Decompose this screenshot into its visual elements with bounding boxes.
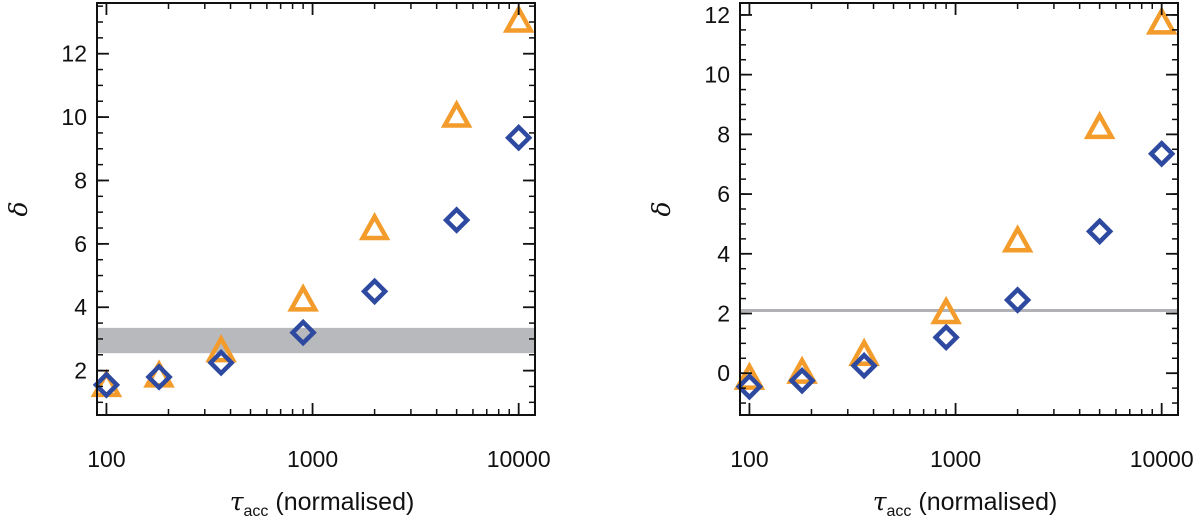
left-panel: 100 1000 10000 2 4 6 8 10 12 τacc (normalised) δ [4, 2, 551, 520]
diamond-point [504, 124, 533, 152]
y-axis-label: δ [4, 201, 33, 216]
diamond-point [289, 318, 317, 347]
x-tick-label: 10000 [487, 446, 551, 472]
triangle-point [733, 361, 766, 390]
diamond-point [1003, 286, 1032, 314]
right-panel: 100 1000 10000 0 2 4 6 8 10 12 τacc (normalised) δ [647, 2, 1194, 520]
y-tick-label: 6 [717, 181, 730, 207]
plot-frame [96, 2, 536, 416]
x-tick-label: 100 [87, 446, 125, 472]
x-axis-label-text: (normalised) [268, 488, 414, 516]
diamond-point [1147, 140, 1176, 168]
x-axis-label: τacc (normalised) [230, 487, 415, 520]
y-tick-label: 6 [74, 231, 87, 257]
triangle-point [205, 333, 237, 363]
triangle-point [502, 4, 535, 33]
y-tick-label: 12 [61, 41, 87, 67]
triangle-point [1083, 110, 1116, 140]
x-axis-label-subscript: acc [887, 503, 912, 520]
x-tick-label: 1000 [287, 446, 338, 472]
x-axis-label-symbol: τ [873, 487, 888, 516]
x-axis-label-symbol: τ [230, 487, 245, 516]
diamond-point [442, 206, 471, 234]
y-tick-label: 8 [74, 167, 87, 193]
y-tick-label: 10 [704, 62, 730, 88]
y-tick-label: 2 [74, 358, 87, 384]
triangle-point [287, 283, 319, 312]
triangle-point [1145, 6, 1178, 35]
diamond-point [850, 352, 878, 380]
y-tick-label: 4 [74, 294, 87, 320]
diamond-point [92, 371, 121, 399]
x-tick-label: 100 [730, 446, 768, 472]
y-tick-label: 8 [717, 121, 730, 147]
diamond-point [735, 372, 764, 401]
x-axis-label: τacc (normalised) [873, 487, 1058, 520]
diamond-point [207, 349, 235, 377]
plot-frame [739, 2, 1179, 416]
y-axis-label: δ [647, 201, 676, 216]
triangle-point [1001, 224, 1034, 253]
diamond-point [1085, 217, 1114, 246]
diamond-point [145, 363, 173, 391]
x-axis-label-text: (normalised) [911, 488, 1057, 516]
diamond-point [360, 277, 389, 306]
x-tick-label: 1000 [930, 446, 981, 472]
triangle-point [848, 337, 880, 366]
shaded-band [97, 327, 535, 354]
triangle-point [358, 211, 391, 241]
y-tick-label: 2 [717, 300, 730, 326]
triangle-point [786, 355, 818, 384]
y-tick-label: 10 [61, 104, 87, 130]
triangle-point [930, 295, 962, 325]
y-tick-label: 4 [717, 241, 730, 267]
x-axis-label-subscript: acc [244, 503, 269, 520]
triangle-point [440, 99, 473, 128]
x-tick-label: 10000 [1130, 446, 1194, 472]
diamond-point [932, 323, 960, 352]
y-tick-label: 12 [704, 2, 730, 28]
y-tick-label: 0 [717, 360, 730, 386]
diamond-point [788, 366, 816, 395]
